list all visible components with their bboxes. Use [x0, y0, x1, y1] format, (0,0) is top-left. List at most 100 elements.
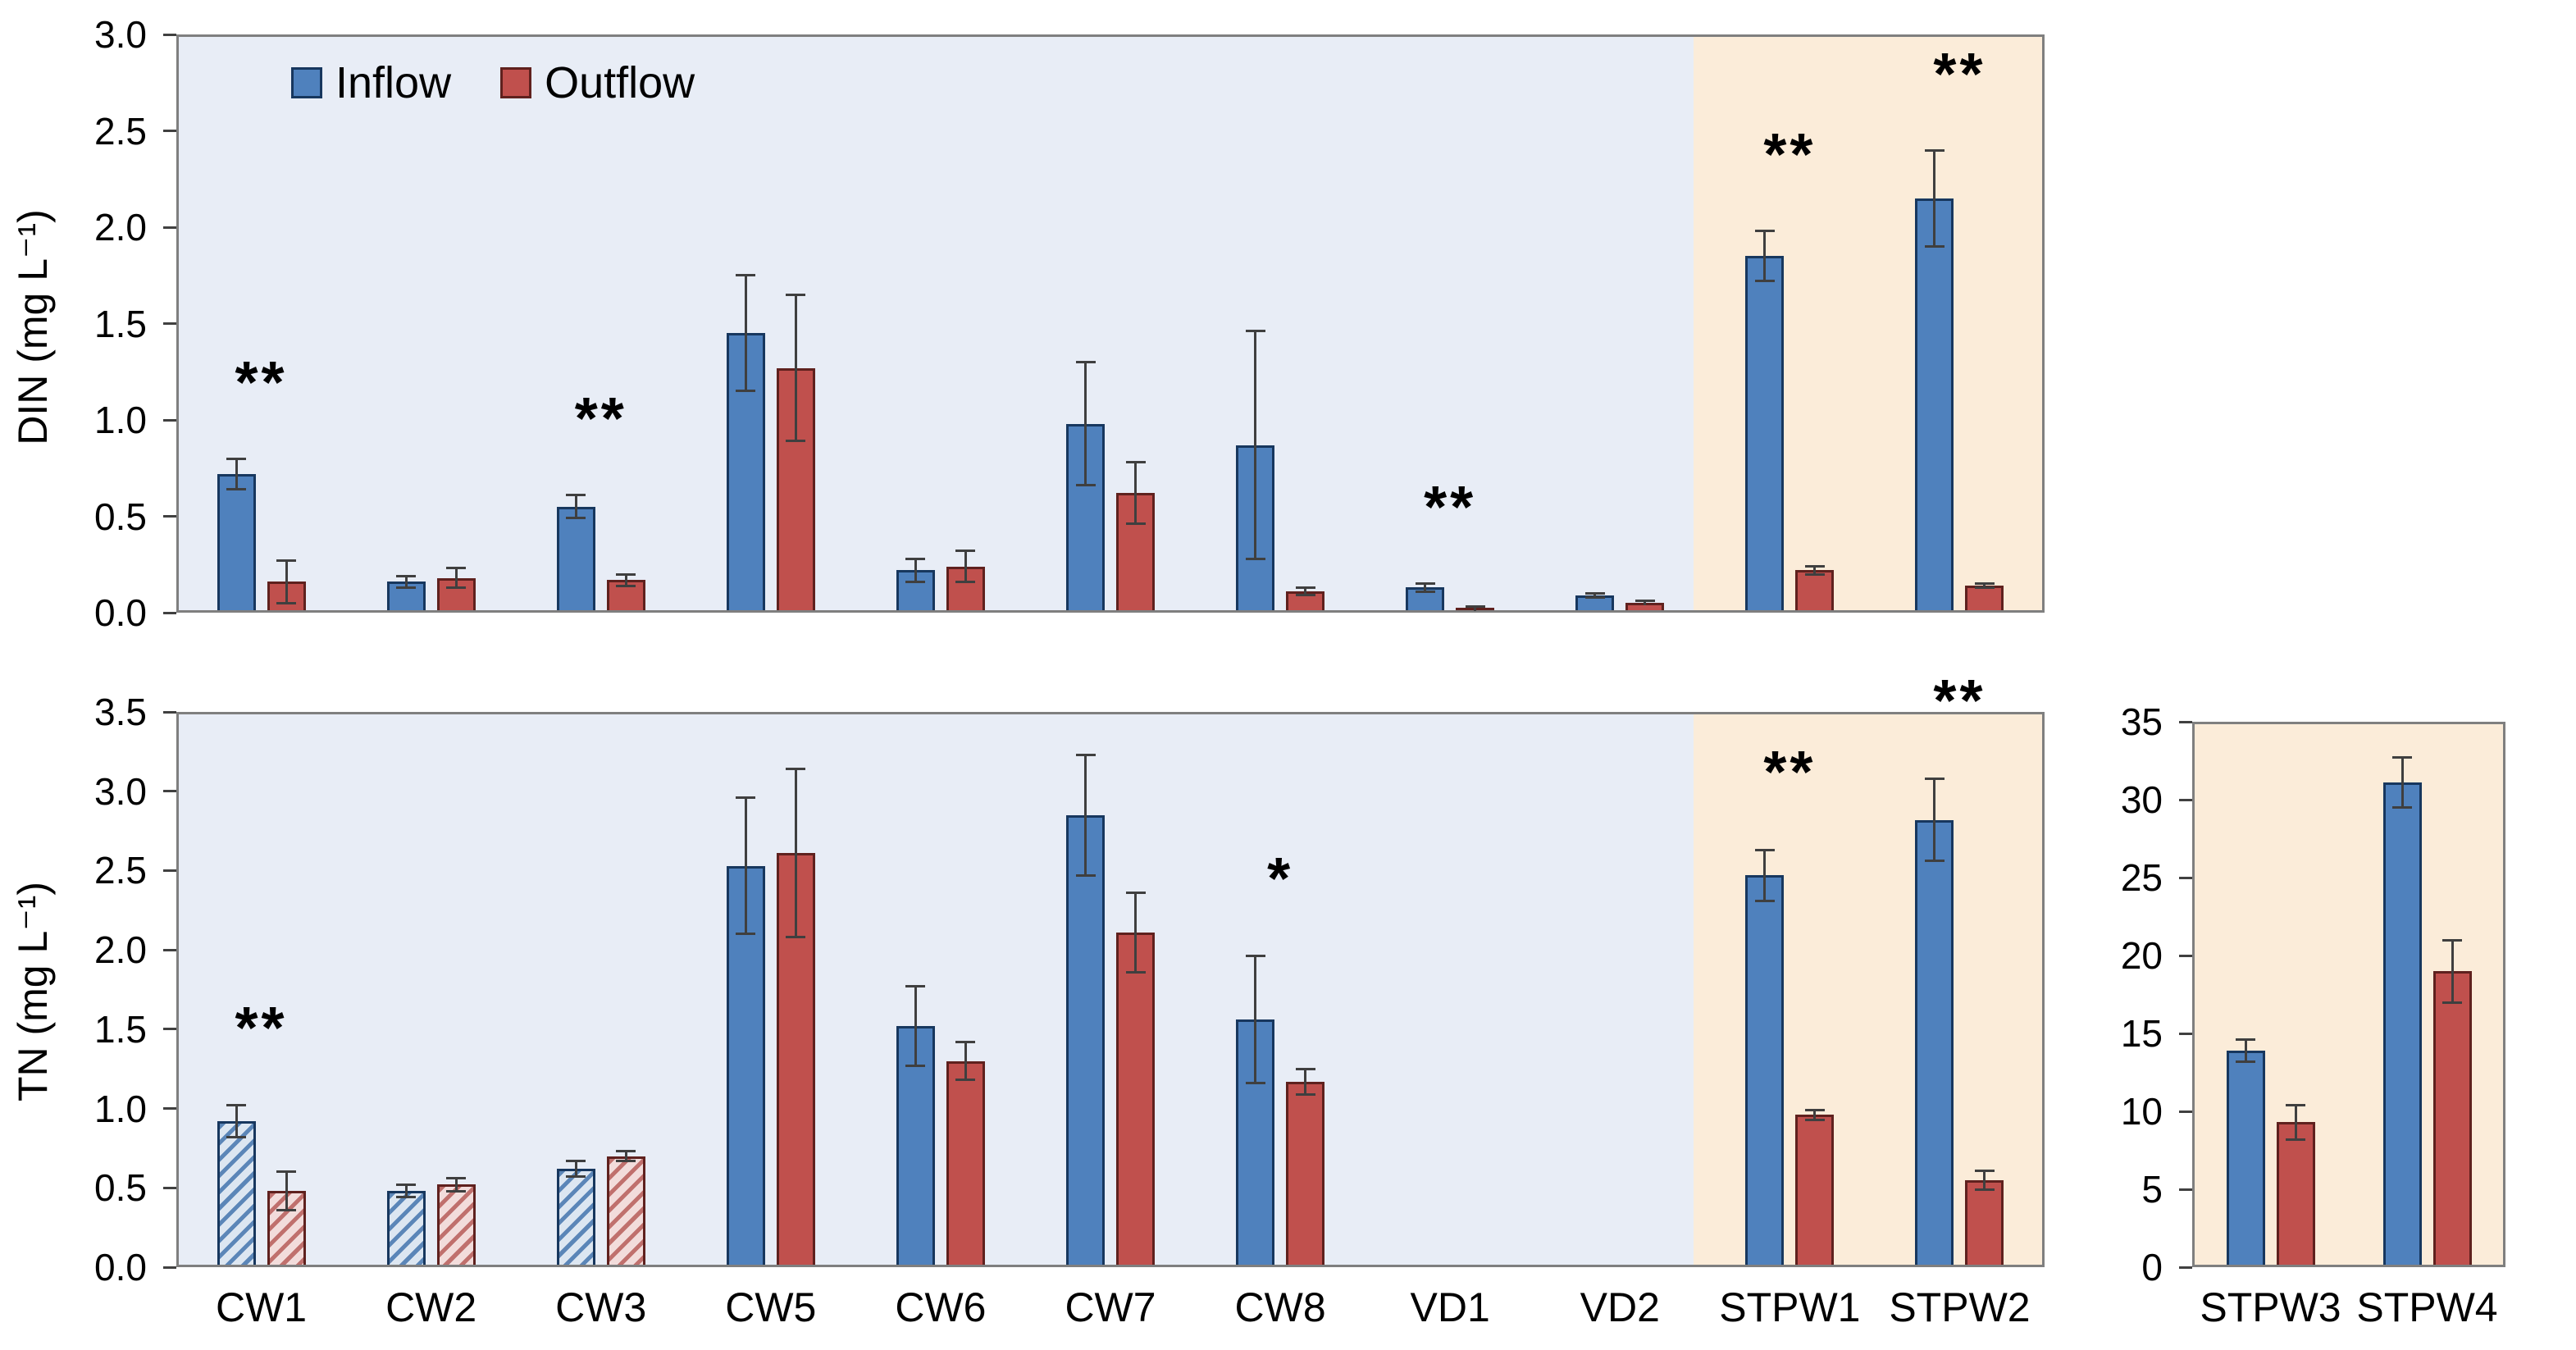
y-tick-mark [163, 611, 176, 614]
error-cap-bottom [1125, 970, 1146, 974]
error-cap-bottom [955, 1079, 976, 1082]
significance-marker-cw8: * [1267, 846, 1294, 912]
x-category-label-cw7: CW7 [1065, 1284, 1156, 1330]
y-tick-label: 1.0 [94, 1087, 147, 1130]
error-bar-inflow-cw1 [235, 1105, 238, 1138]
error-cap-bottom [566, 1175, 586, 1179]
error-bar-outflow-cw8 [1304, 1069, 1307, 1095]
y-tick-label: 30 [2120, 778, 2163, 821]
bar-inflow-stpw2 [1915, 198, 1954, 613]
y-tick-mark [163, 130, 176, 132]
y-tick-mark [2179, 1266, 2192, 1269]
bar-inflow-cw1 [217, 473, 256, 613]
significance-marker-vd1: ** [1424, 475, 1477, 541]
error-cap-top [1635, 600, 1655, 603]
bar-outflow-stpw1 [1795, 570, 1835, 613]
bar-outflow-cw8 [1286, 1081, 1325, 1267]
error-bar-inflow-stpw4 [2400, 757, 2404, 808]
y-tick-mark [163, 1186, 176, 1189]
error-cap-bottom [396, 586, 417, 589]
error-cap-top [226, 457, 247, 460]
bar-outflow-stpw4 [2432, 971, 2472, 1267]
error-bar-inflow-vd1 [1424, 583, 1427, 592]
y-tick-label: 2.0 [94, 206, 147, 249]
y-tick-label: 5 [2141, 1168, 2163, 1211]
error-cap-top [1754, 848, 1775, 851]
error-bar-outflow-cw5 [794, 294, 797, 441]
error-cap-bottom [1295, 1092, 1315, 1096]
x-category-label-cw3: CW3 [555, 1284, 647, 1330]
error-cap-bottom [1584, 595, 1605, 599]
y-tick-mark [2179, 876, 2192, 879]
tn-panel: 0.0 0.5 1.0 1.5 2.0 2.5 3.0 3.5 ** CW1 CW2 CW3 CW5 CW… [94, 672, 2045, 1329]
error-cap-bottom [1075, 484, 1096, 487]
y-tick-mark [163, 948, 176, 951]
bar-inflow-stpw4 [2382, 782, 2422, 1267]
error-cap-bottom [786, 440, 806, 443]
x-category-label-stpw4: STPW4 [2356, 1284, 2498, 1330]
y-tick-label: 2.0 [94, 928, 147, 972]
error-cap-top [1924, 777, 1945, 780]
bar-outflow-stpw3 [2276, 1122, 2315, 1267]
error-bar-outflow-stpw1 [1813, 566, 1817, 574]
error-cap-bottom [1754, 899, 1775, 902]
error-cap-top [1075, 361, 1096, 363]
error-cap-top [1125, 892, 1146, 894]
error-cap-top [616, 1150, 636, 1153]
y-tick-label: 0.5 [94, 495, 147, 538]
error-cap-bottom [2392, 806, 2412, 809]
error-cap-top [226, 1104, 247, 1107]
y-tick-label: 1.5 [94, 1007, 147, 1051]
error-bar-inflow-cw2 [404, 1184, 408, 1197]
error-cap-top [276, 1170, 297, 1174]
error-cap-bottom [566, 517, 586, 520]
y-tick-mark [163, 1266, 176, 1269]
y-tick-mark [163, 418, 176, 422]
error-bar-inflow-cw8 [1254, 955, 1257, 1083]
error-cap-bottom [276, 601, 297, 604]
y-tick-mark [163, 1107, 176, 1111]
error-cap-top [955, 550, 976, 553]
error-cap-bottom [905, 580, 926, 583]
y-tick-mark [2179, 1032, 2192, 1035]
error-bar-inflow-cw8 [1254, 331, 1257, 559]
error-bar-inflow-cw5 [744, 797, 747, 934]
bar-inflow-cw5 [726, 333, 765, 613]
error-cap-bottom [616, 1159, 636, 1162]
error-cap-bottom [905, 1064, 926, 1067]
legend-item-outflow: Outflow [500, 61, 695, 105]
x-category-label-cw8: CW8 [1234, 1284, 1326, 1330]
outflow-swatch-icon [500, 67, 532, 98]
bar-inflow-cw3 [556, 506, 595, 613]
y-tick-label: 0.0 [94, 591, 147, 634]
error-bar-outflow-cw8 [1304, 587, 1307, 595]
x-category-label-cw5: CW5 [725, 1284, 817, 1330]
error-bar-inflow-stpw2 [1933, 778, 1936, 861]
y-tick-label: 1.0 [94, 399, 147, 441]
bar-inflow-cw1 [217, 1121, 256, 1267]
y-tick-label: 20 [2120, 934, 2163, 977]
error-cap-top [276, 559, 297, 563]
y-tick-label: 0.0 [94, 1246, 147, 1288]
error-cap-top [1584, 592, 1605, 595]
significance-marker-cw1: ** [235, 349, 288, 416]
y-tick-label: 0 [2141, 1246, 2163, 1288]
y-tick-mark [2179, 1110, 2192, 1113]
error-cap-top [566, 494, 586, 497]
bar-outflow-stpw2 [1965, 586, 2004, 613]
error-bar-outflow-cw1 [285, 560, 288, 604]
y-tick-label: 2.5 [94, 849, 147, 892]
y-tick-label: 10 [2120, 1090, 2163, 1133]
error-cap-top [1465, 605, 1485, 609]
error-bar-inflow-cw3 [574, 1161, 577, 1177]
error-cap-bottom [1125, 522, 1146, 526]
error-cap-bottom [736, 390, 756, 393]
error-cap-bottom [1754, 280, 1775, 283]
error-cap-bottom [1974, 586, 1995, 589]
error-bar-outflow-cw2 [454, 1178, 458, 1192]
blue-shaded-region [176, 712, 1694, 1267]
x-category-label-vd2: VD2 [1580, 1284, 1660, 1330]
error-cap-bottom [1245, 1082, 1265, 1085]
error-bar-outflow-cw6 [964, 1042, 967, 1080]
